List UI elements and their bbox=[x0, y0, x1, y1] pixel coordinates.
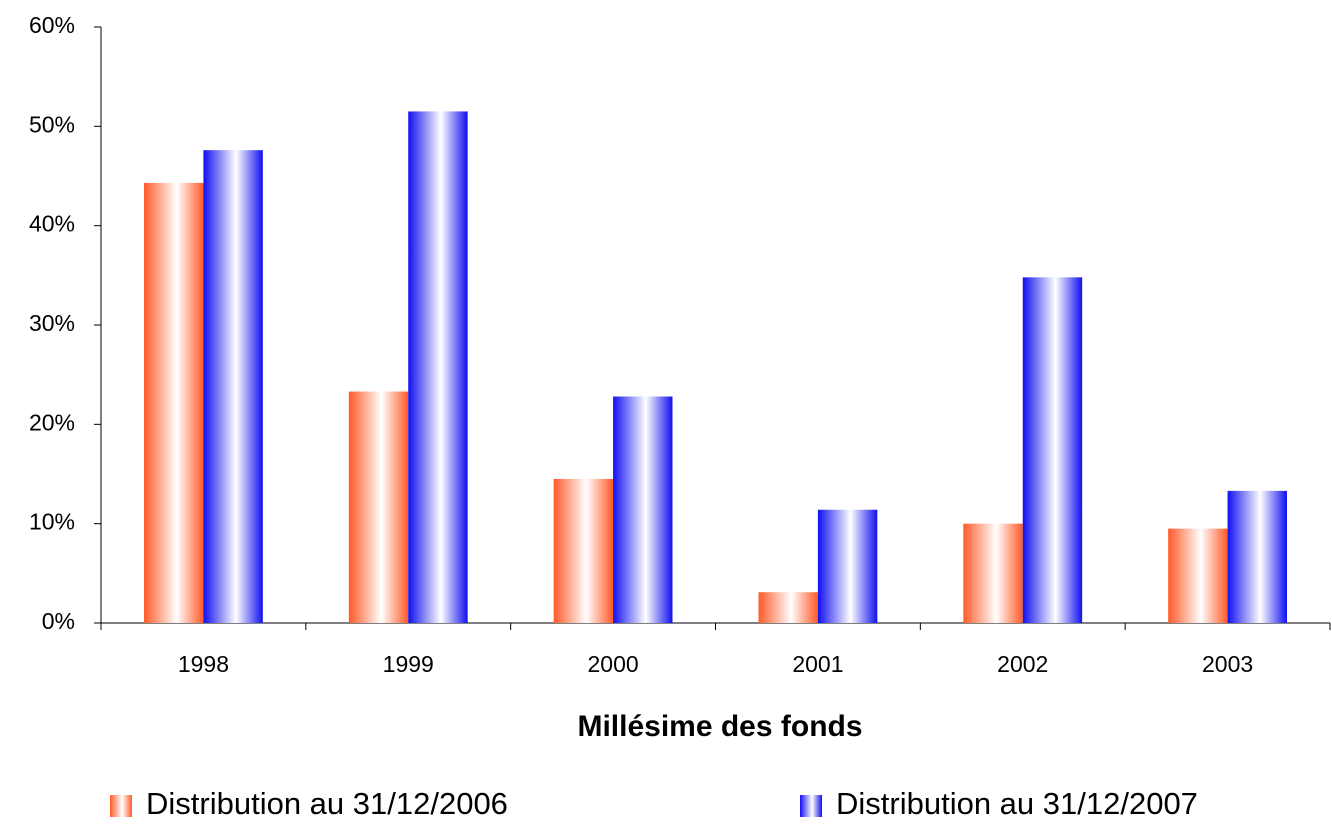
x-tick-label: 1999 bbox=[383, 651, 434, 677]
x-axis-title: Millésime des fonds bbox=[577, 710, 862, 743]
y-tick-label: 30% bbox=[29, 310, 75, 336]
y-tick-label: 60% bbox=[29, 12, 75, 38]
y-tick-label: 0% bbox=[42, 608, 75, 634]
bar bbox=[203, 150, 263, 623]
bar bbox=[408, 111, 468, 623]
x-tick-label: 2003 bbox=[1202, 651, 1253, 677]
y-tick-label: 10% bbox=[29, 509, 75, 535]
x-tick-label: 2001 bbox=[792, 651, 843, 677]
bar bbox=[963, 523, 1023, 623]
bar bbox=[1168, 528, 1228, 623]
x-tick-label: 2002 bbox=[997, 651, 1048, 677]
bar bbox=[144, 182, 204, 623]
bar bbox=[613, 396, 673, 623]
legend-label: Distribution au 31/12/2007 bbox=[836, 786, 1198, 821]
y-tick-label: 20% bbox=[29, 409, 75, 435]
bar bbox=[758, 592, 818, 623]
y-tick-label: 40% bbox=[29, 211, 75, 237]
y-tick-label: 50% bbox=[29, 111, 75, 137]
legend-label: Distribution au 31/12/2006 bbox=[146, 786, 508, 821]
bar bbox=[817, 509, 878, 623]
bar bbox=[553, 478, 614, 623]
legend-swatch bbox=[800, 795, 822, 817]
bar bbox=[348, 391, 409, 623]
bar bbox=[1022, 277, 1083, 623]
x-tick-label: 2000 bbox=[587, 651, 638, 677]
bar bbox=[1227, 490, 1287, 623]
x-tick-label: 1998 bbox=[178, 651, 229, 677]
legend-swatch bbox=[110, 795, 132, 817]
